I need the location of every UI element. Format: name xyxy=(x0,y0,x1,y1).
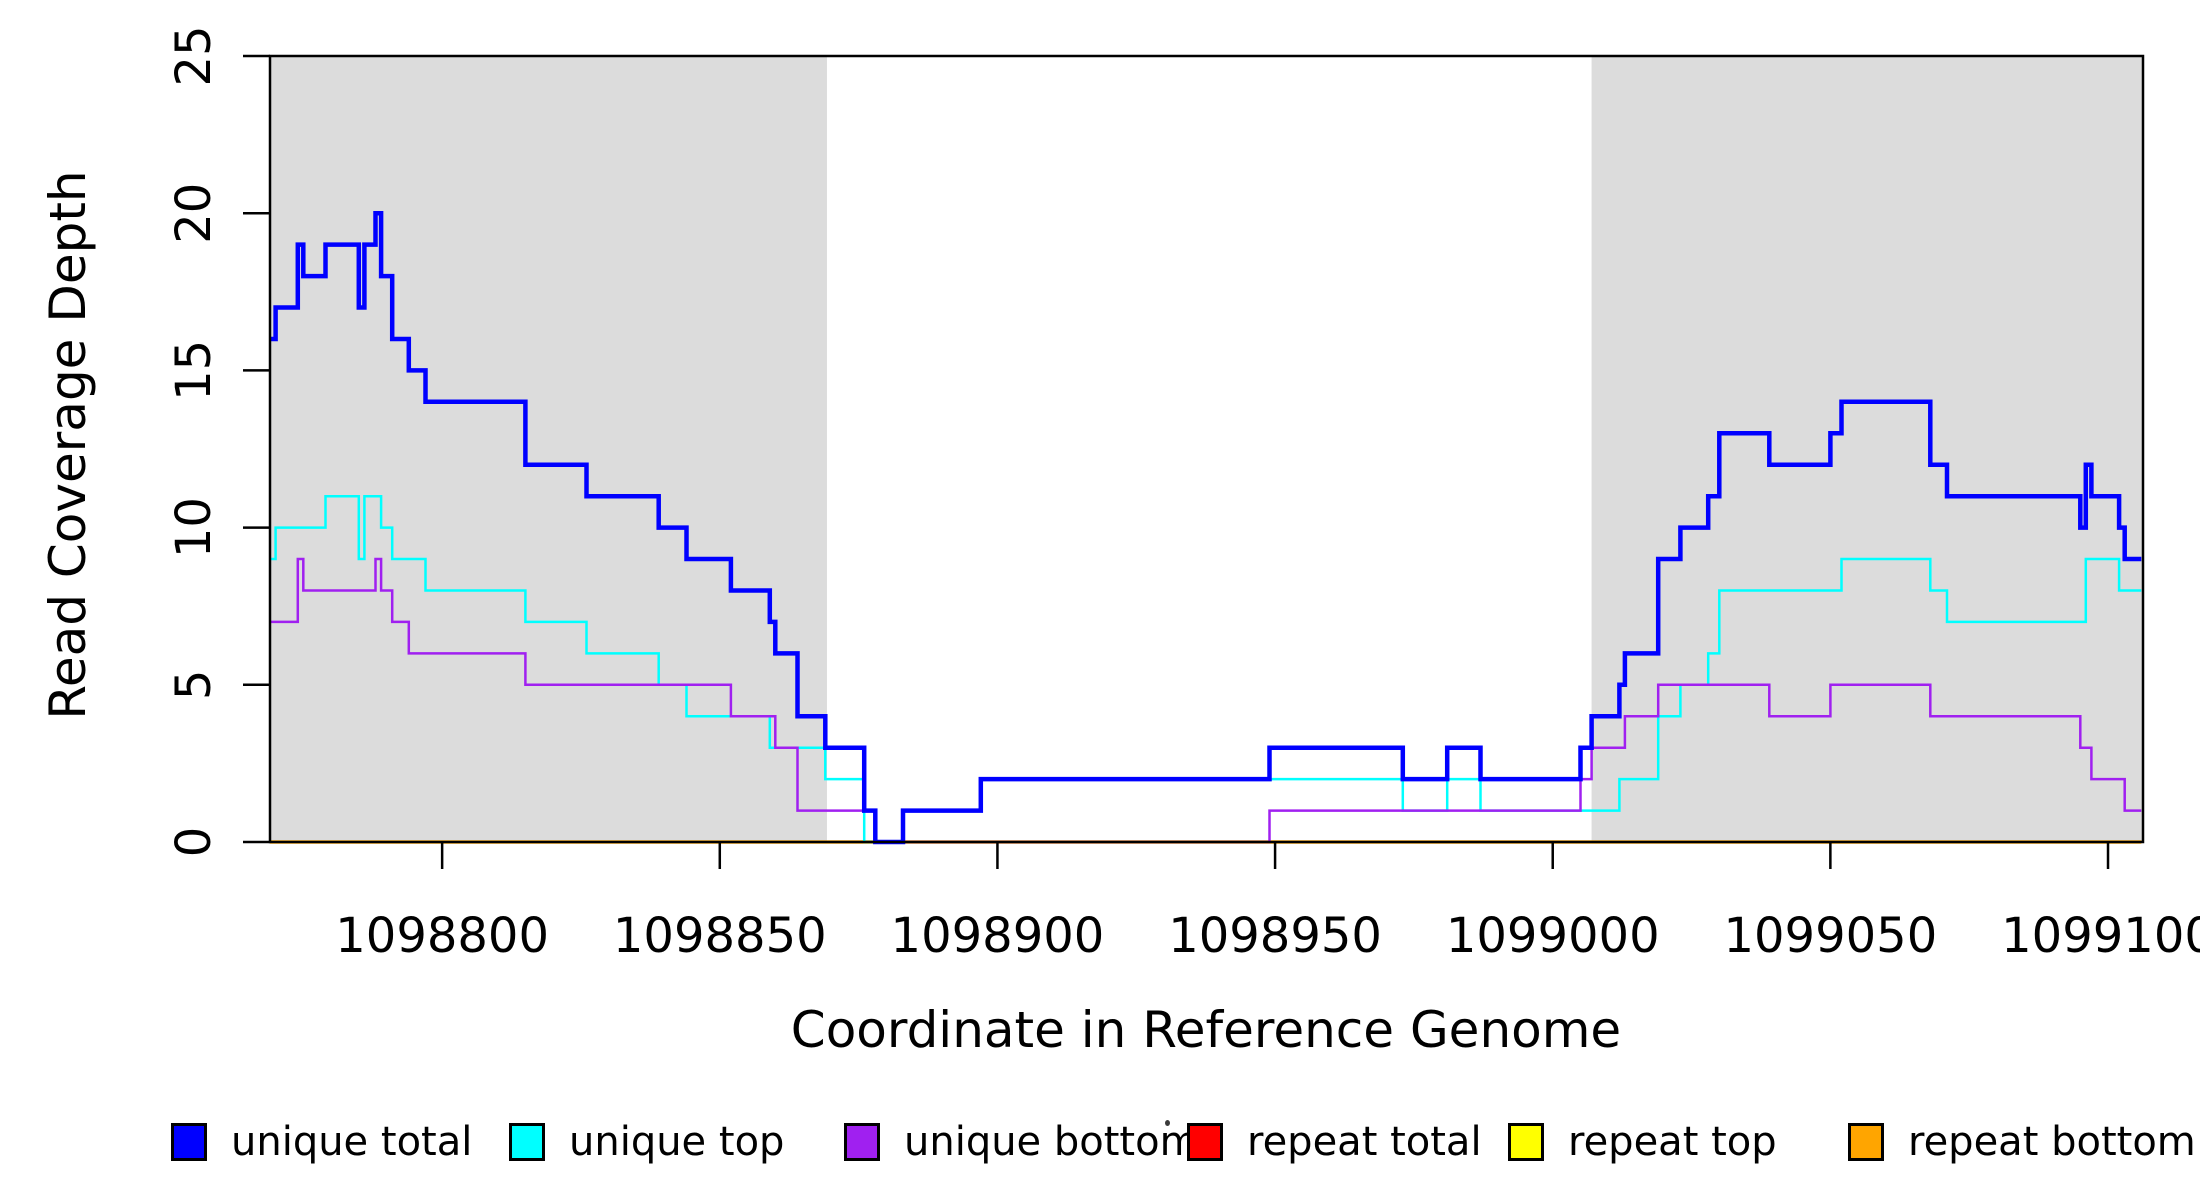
y-tick-label: 20 xyxy=(166,183,222,244)
x-axis-title: Coordinate in Reference Genome xyxy=(791,1001,1621,1059)
x-tick-label: 1099050 xyxy=(1723,908,1937,964)
shaded-region-1 xyxy=(270,56,827,842)
stray-dot-artifact xyxy=(1165,1120,1170,1126)
x-tick-label: 1098900 xyxy=(891,908,1105,964)
y-tick-label: 15 xyxy=(166,340,222,401)
x-tick-label: 1098800 xyxy=(335,908,549,964)
x-tick-label: 1098850 xyxy=(613,908,827,964)
plot-box xyxy=(268,54,2145,844)
y-tick-label: 10 xyxy=(166,497,222,558)
x-tick-label: 1099100 xyxy=(2001,908,2200,964)
shaded-region-2 xyxy=(1591,56,2143,842)
plot-area: 1098800 1098850 1098900 1098950 1099000 10990… xyxy=(166,25,2200,964)
series-unique-total xyxy=(270,210,2142,845)
y-tick-label: 0 xyxy=(166,827,222,858)
y-axis-title: Read Coverage Depth xyxy=(39,170,97,719)
y-tick-label: 5 xyxy=(166,670,222,701)
x-tick-label: 1098950 xyxy=(1168,908,1382,964)
y-tick-label: 25 xyxy=(166,25,222,86)
x-tick-label: 1099000 xyxy=(1446,908,1660,964)
